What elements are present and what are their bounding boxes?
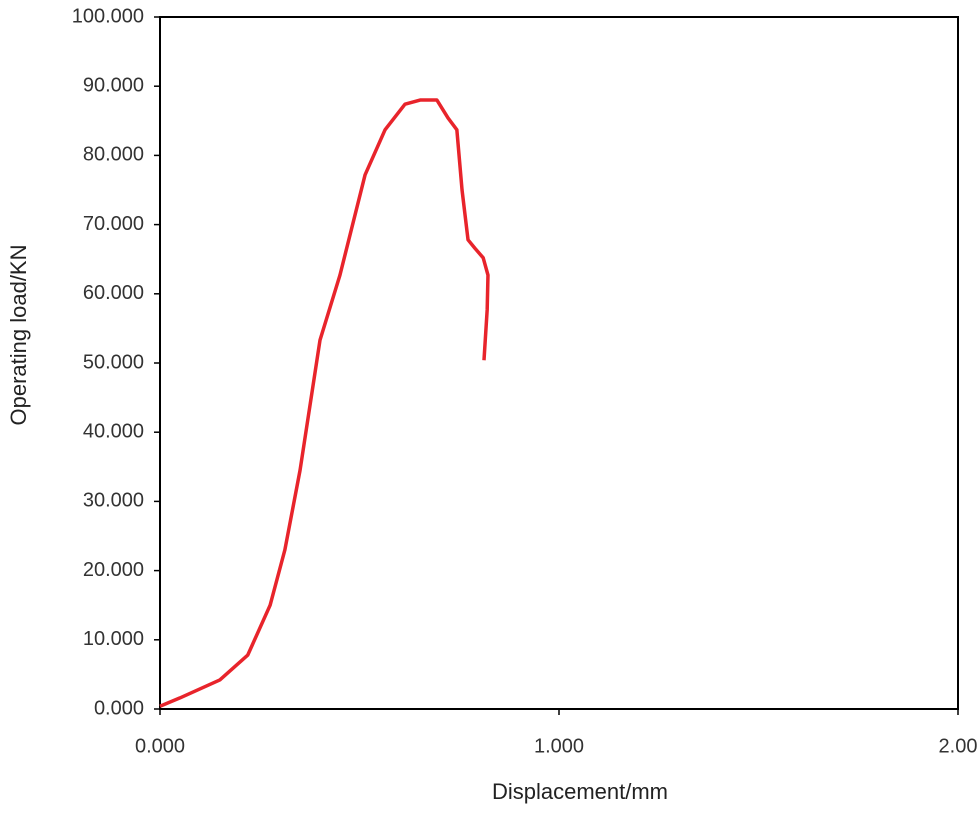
y-axis-label: Operating load/KN (6, 245, 31, 426)
y-tick-label: 40.000 (83, 420, 144, 442)
y-tick-label: 0.000 (94, 697, 144, 719)
x-tick-label: 2.00 (939, 735, 978, 757)
y-tick-label: 70.000 (83, 213, 144, 235)
data-line (159, 98, 490, 708)
x-axis-label: Displacement/mm (492, 779, 668, 804)
y-tick-label: 50.000 (83, 351, 144, 373)
y-tick-label: 80.000 (83, 144, 144, 166)
y-tick-label: 10.000 (83, 628, 144, 650)
x-tick-label: 1.000 (534, 735, 584, 757)
x-tick-label: 0.000 (135, 735, 185, 757)
y-tick-label: 100.000 (72, 5, 144, 27)
y-tick-label: 30.000 (83, 490, 144, 512)
y-tick-label: 60.000 (83, 282, 144, 304)
y-tick-label: 20.000 (83, 559, 144, 581)
plot-frame (159, 16, 959, 710)
y-tick-label: 90.000 (83, 74, 144, 96)
